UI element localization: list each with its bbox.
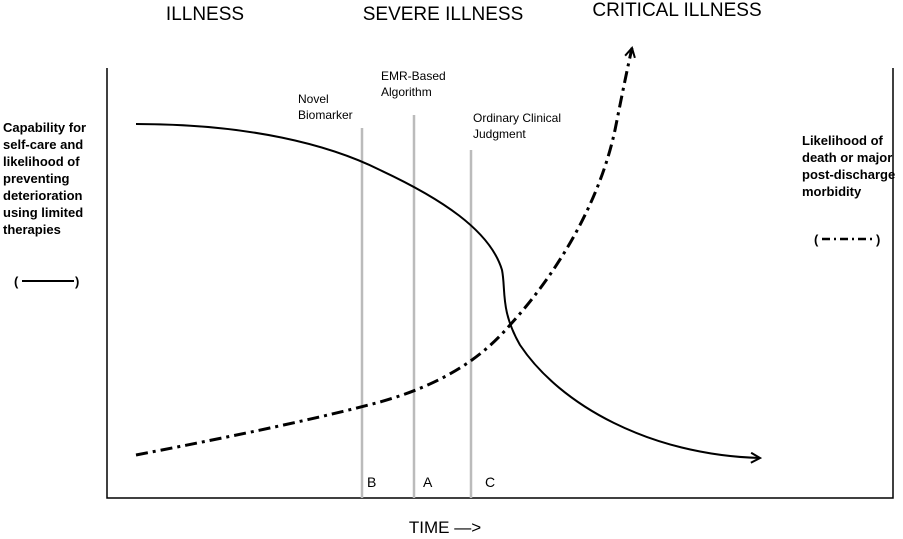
phase-label: ILLNESS <box>166 4 244 25</box>
left-label-line: preventing <box>3 171 70 186</box>
marker-letter: A <box>423 474 433 490</box>
legend-paren: ( <box>814 232 819 247</box>
marker-letter: B <box>367 474 376 490</box>
right-label-line: Likelihood of <box>802 133 884 148</box>
legend-paren: ( <box>14 274 19 289</box>
right-label-line: post-discharge <box>802 167 895 182</box>
marker-label: Judgment <box>473 127 526 141</box>
marker-label: Algorithm <box>381 85 432 99</box>
marker-label: Biomarker <box>298 108 353 122</box>
marker-label: Ordinary Clinical <box>473 111 561 125</box>
frame <box>106 68 894 499</box>
left-label-line: likelihood of <box>3 154 80 169</box>
phase-label: CRITICAL ILLNESS <box>592 0 761 21</box>
capability-curve <box>135 123 760 458</box>
right-label: Likelihood of death or major post-discha… <box>802 133 895 247</box>
left-label-line: deterioration <box>3 188 83 203</box>
right-label-line: death or major <box>802 150 892 165</box>
marker-label: Novel <box>298 92 329 106</box>
marker-letter: C <box>485 474 495 490</box>
right-label-line: morbidity <box>802 184 862 199</box>
left-label: Capability for self-care and likelihood … <box>3 120 86 289</box>
left-label-line: self-care and <box>3 137 83 152</box>
left-label-line: therapies <box>3 222 61 237</box>
legend-paren: ) <box>75 274 79 289</box>
legend-paren: ) <box>876 232 880 247</box>
left-label-line: Capability for <box>3 120 86 135</box>
phase-label: SEVERE ILLNESS <box>363 4 524 25</box>
x-axis-label: TIME —> <box>409 518 481 537</box>
left-label-line: using limited <box>3 205 83 220</box>
risk-curve <box>135 48 632 457</box>
marker-label: EMR-Based <box>381 69 446 83</box>
